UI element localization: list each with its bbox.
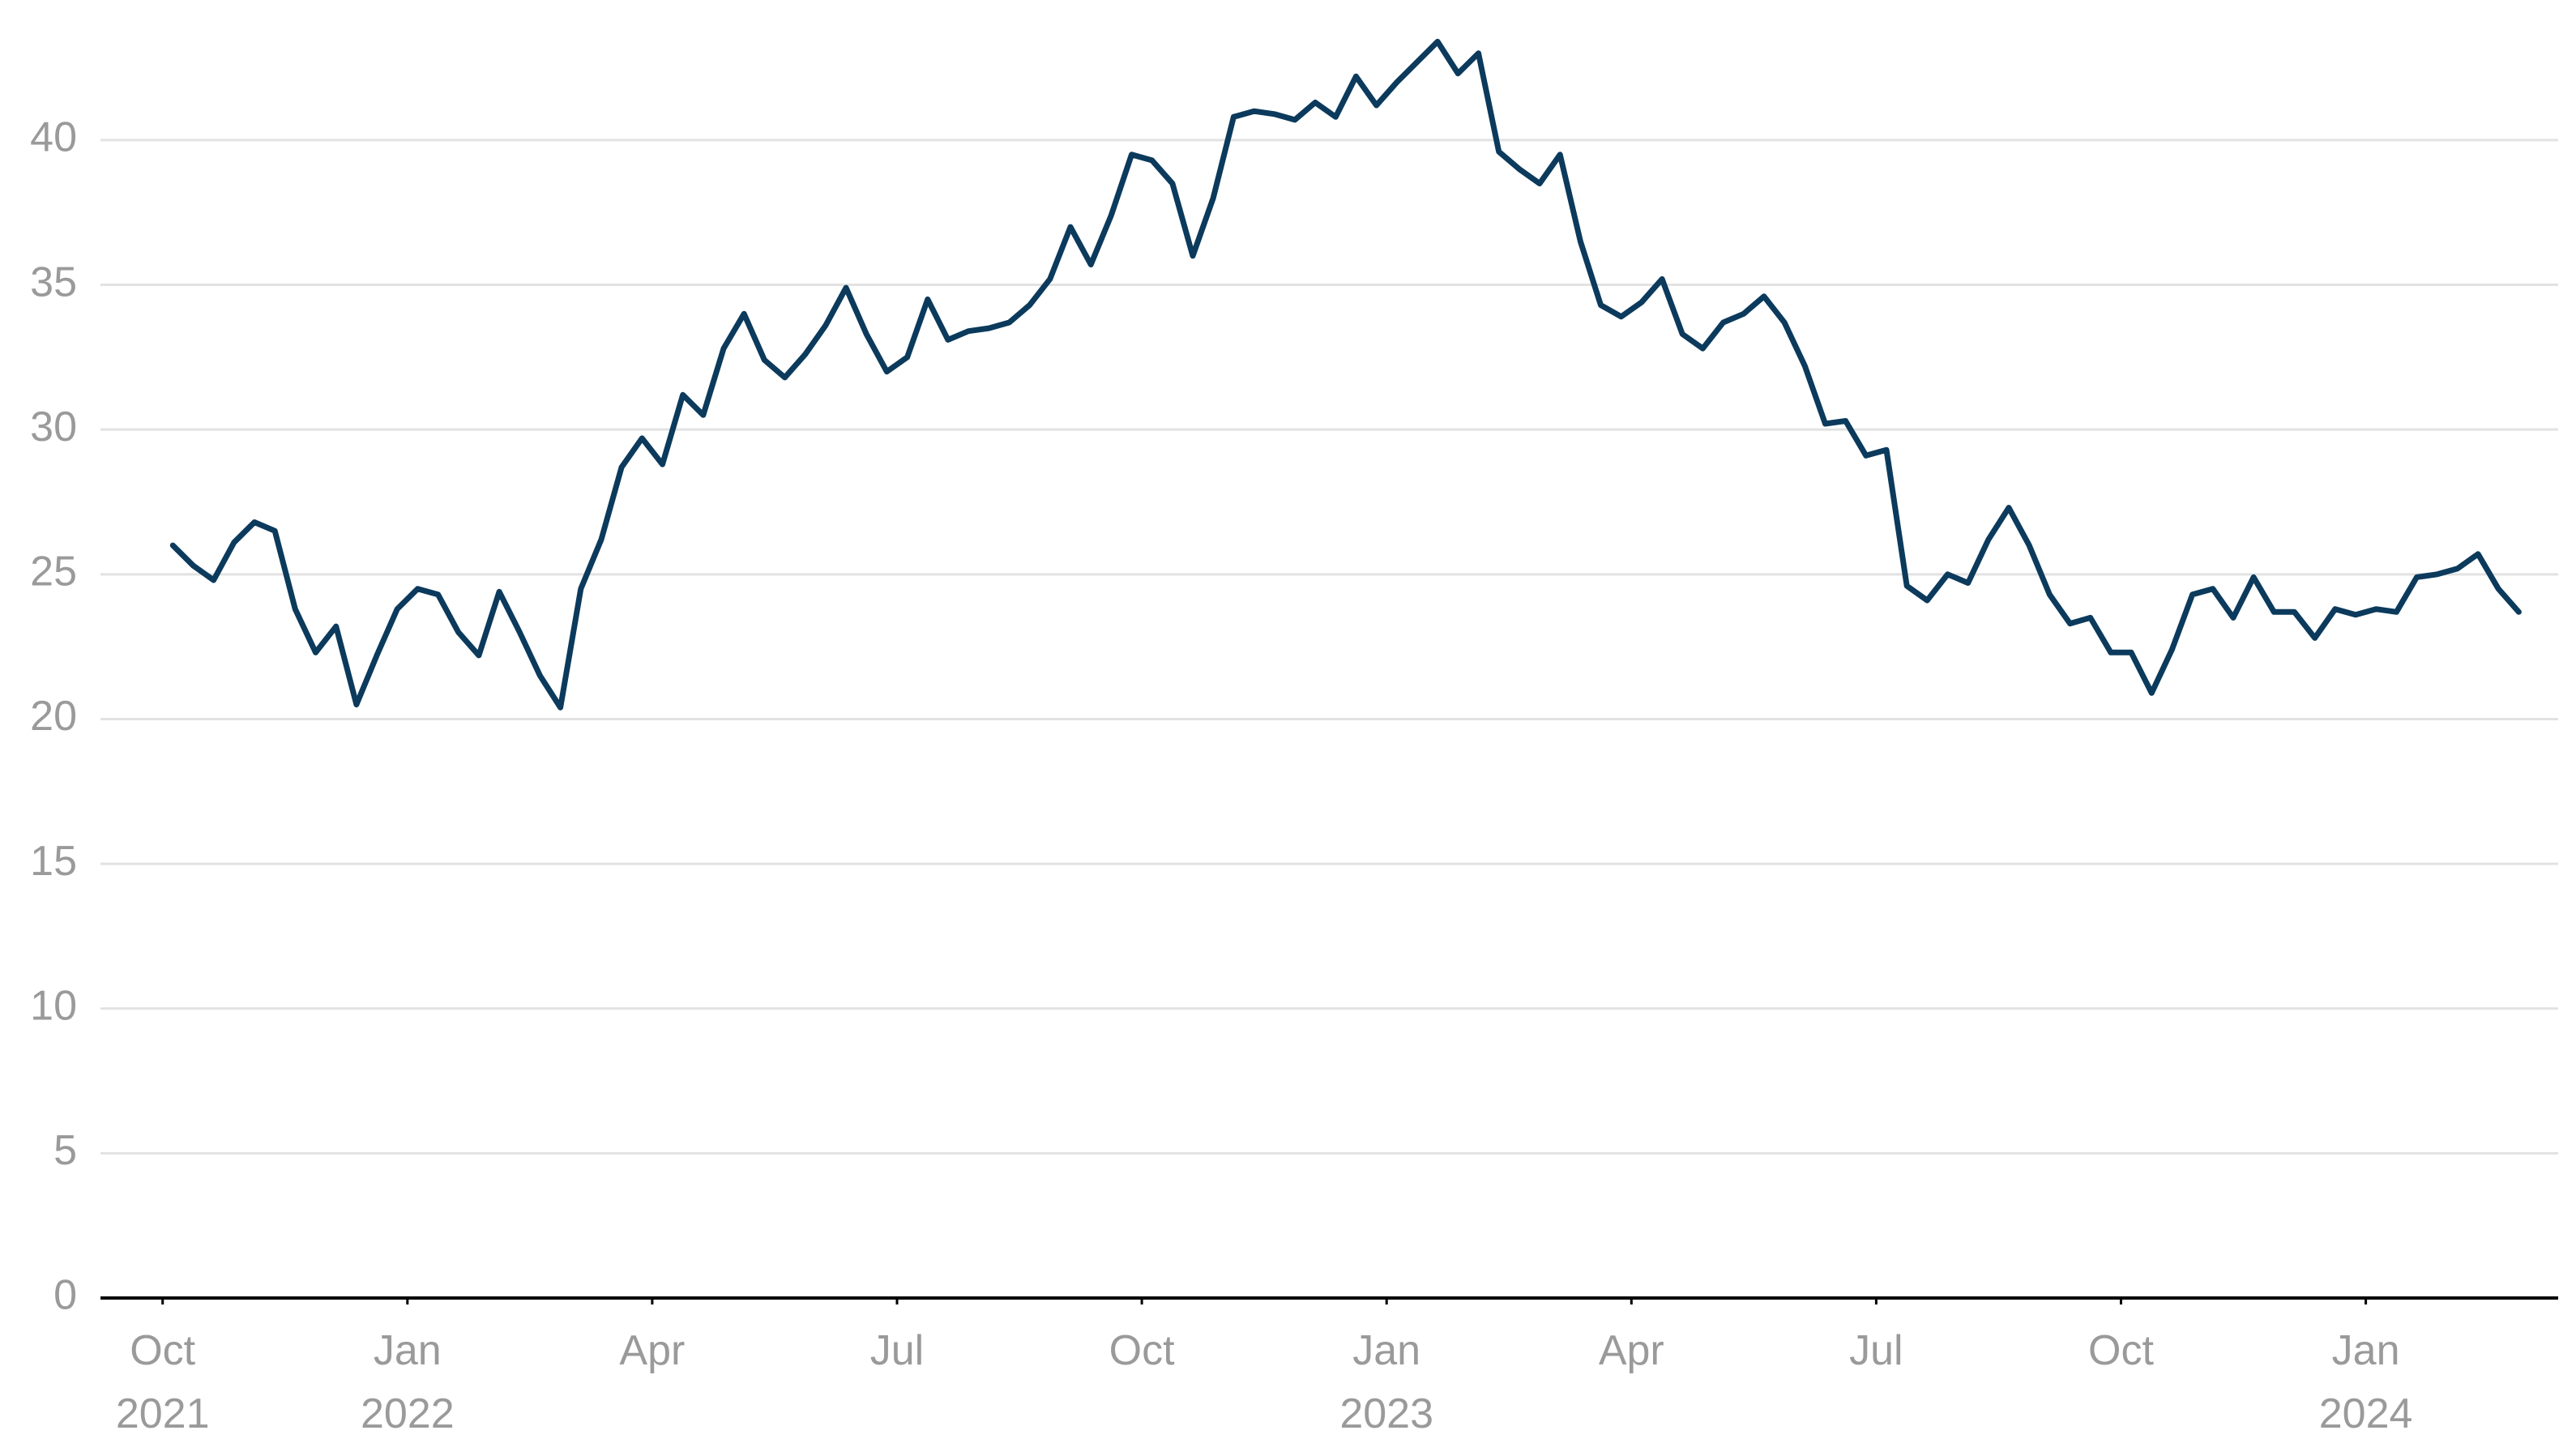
x-tick-label: Jan 2023 — [1339, 1327, 1434, 1437]
y-tick-label: 30 — [30, 403, 77, 450]
y-tick-label: 20 — [30, 693, 77, 740]
data-line — [169, 38, 2522, 711]
y-tick-label: 0 — [53, 1272, 77, 1319]
x-tick-label: Apr — [619, 1327, 686, 1374]
x-tick-label: Apr — [1598, 1327, 1664, 1374]
x-tick-label: Jan 2024 — [2318, 1327, 2413, 1437]
y-tick-label: 15 — [30, 838, 77, 885]
x-tick-label: Oct 2021 — [115, 1327, 210, 1437]
x-tick-label: Jul — [1849, 1327, 1903, 1374]
x-tick-label: Oct — [1109, 1327, 1175, 1374]
y-tick-label: 10 — [30, 982, 77, 1029]
y-tick-label: 40 — [30, 114, 77, 161]
x-tick-label: Jan 2022 — [360, 1327, 455, 1437]
y-tick-label: 35 — [30, 258, 77, 305]
x-tick-label: Jul — [869, 1327, 925, 1374]
y-tick-label: 5 — [53, 1127, 77, 1174]
x-tick-label: Oct — [2088, 1327, 2154, 1374]
y-tick-label: 25 — [30, 549, 77, 596]
